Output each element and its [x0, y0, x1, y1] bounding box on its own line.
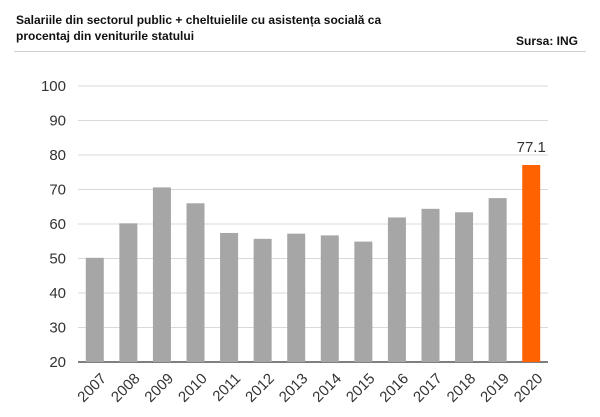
- y-tick-label: 100: [41, 78, 66, 95]
- x-axis-ticks: 2007200820092010201120122013201420152016…: [74, 370, 546, 406]
- data-label-2020: 77.1: [517, 139, 546, 156]
- y-tick-label: 30: [49, 320, 66, 337]
- y-tick-label: 80: [49, 147, 66, 164]
- x-tick-label: 2009: [141, 370, 177, 406]
- bar-2012: [253, 238, 272, 362]
- x-tick-label: 2013: [276, 370, 312, 406]
- data-labels: 77.1: [517, 139, 546, 156]
- bar-2013: [287, 233, 306, 362]
- x-tick-label: 2019: [477, 370, 513, 406]
- y-tick-label: 50: [49, 251, 66, 268]
- bar-2014: [320, 235, 339, 362]
- x-tick-label: 2012: [242, 370, 278, 406]
- title-divider: [14, 51, 586, 52]
- bars: [85, 165, 541, 362]
- gridlines: [78, 85, 548, 363]
- x-tick-label: 2007: [74, 370, 110, 406]
- x-tick-label: 2011: [209, 370, 244, 405]
- chart-title: Salariile din sectorul public + cheltuie…: [16, 13, 382, 43]
- bar-2007: [85, 257, 104, 362]
- x-tick-label: 2008: [108, 370, 144, 406]
- x-tick-label: 2016: [376, 370, 412, 406]
- x-tick-label: 2014: [309, 370, 345, 406]
- bar-2018: [455, 212, 474, 362]
- y-axis-ticks: 20 30 40 50 60 70 80 90 100: [41, 78, 66, 371]
- bar-2016: [387, 217, 406, 362]
- y-tick-label: 90: [49, 113, 66, 130]
- bar-2015: [354, 241, 373, 362]
- bar-2009: [152, 187, 171, 362]
- y-tick-label: 60: [49, 216, 66, 233]
- x-tick-label: 2017: [410, 370, 446, 406]
- x-tick-label: 2020: [511, 370, 547, 406]
- bar-2020: [522, 165, 541, 362]
- bar-2011: [220, 232, 239, 362]
- y-tick-label: 40: [49, 285, 66, 302]
- x-tick-label: 2010: [175, 370, 211, 406]
- x-tick-label: 2015: [343, 370, 379, 406]
- y-tick-label: 20: [49, 354, 66, 371]
- bar-2010: [186, 203, 205, 362]
- x-tick-label: 2018: [444, 370, 480, 406]
- source-label: Sursa: ING: [516, 34, 579, 48]
- bar-2019: [488, 198, 507, 362]
- y-tick-label: 70: [49, 182, 66, 199]
- bar-2017: [421, 208, 440, 362]
- bar-2008: [119, 223, 138, 362]
